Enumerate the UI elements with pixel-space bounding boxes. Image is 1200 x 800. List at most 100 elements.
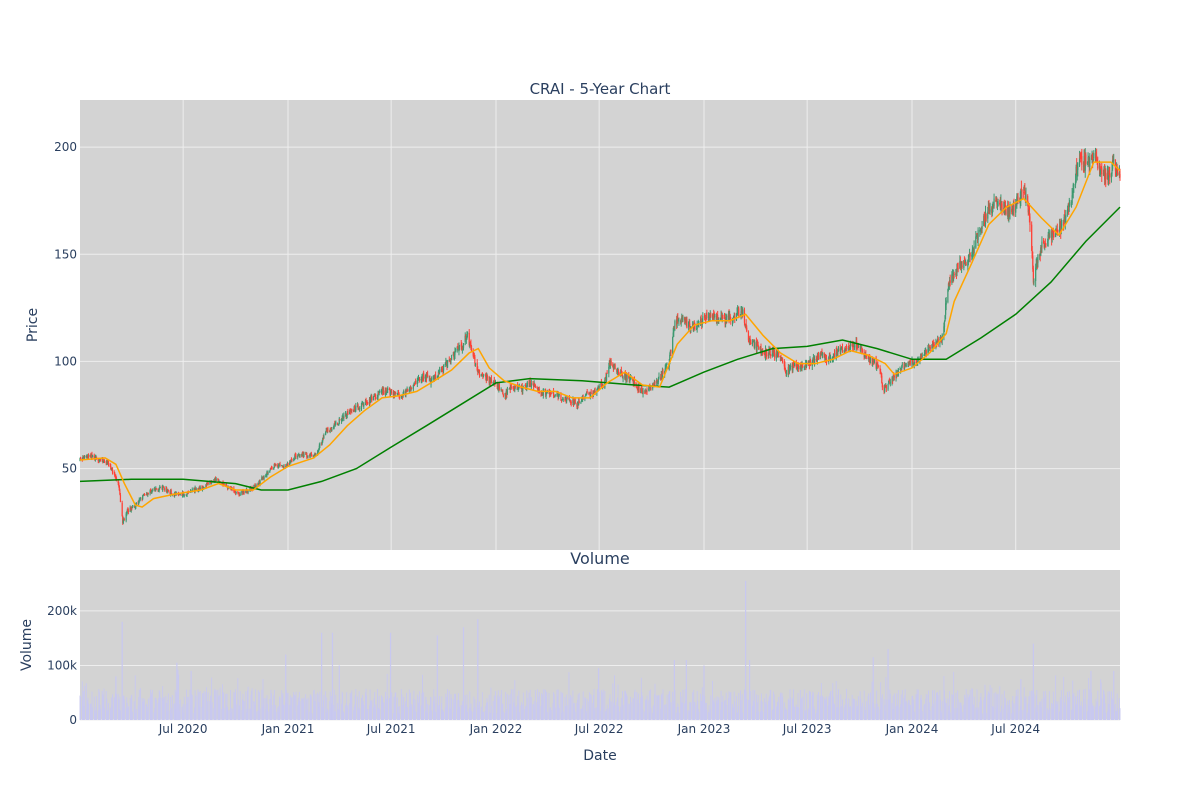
volume-bar [676,707,678,720]
volume-spike-bar [477,619,479,720]
candle-body [943,321,946,328]
volume-bar [549,712,551,720]
volume-bar [868,709,870,720]
volume-bar [263,704,264,720]
volume-bar [700,701,702,720]
volume-bar [202,700,204,720]
candle-body [354,406,356,412]
volume-bar [944,698,946,720]
candle-body [636,386,638,389]
volume-bar [1111,691,1112,720]
volume-spike-bar [685,660,687,720]
candle-body [695,328,698,331]
candle-body [545,393,547,397]
volume-bar [601,706,603,720]
volume-bar [717,700,719,720]
candle-body [586,391,588,393]
volume-bar [498,699,500,720]
candle-body [215,478,217,481]
volume-bar [937,695,939,720]
candle-body [873,358,875,364]
candle-body [983,215,985,226]
candle-body [357,405,359,410]
volume-spike-bar [190,670,192,720]
volume-bar [257,690,259,720]
volume-bar [669,691,671,720]
volume-bar [271,693,272,720]
candle-body [457,346,459,349]
volume-bar [299,701,301,720]
volume-bar [150,692,152,720]
volume-bar [206,687,207,720]
candle-body [909,359,911,365]
candle-body [1016,196,1018,206]
candle-body [1049,231,1051,238]
candle-body [197,488,199,491]
candle-body [307,455,309,458]
volume-bar [333,689,335,720]
volume-bar [804,710,806,720]
volume-bar [253,700,255,720]
candle-body [97,458,99,461]
volume-bar [869,692,871,720]
candle-body [123,519,125,520]
volume-bar [945,703,947,720]
volume-bar [546,712,548,720]
volume-bar [836,707,838,720]
volume-bar [881,694,883,720]
volume-bar [963,694,965,720]
volume-bar [510,689,512,720]
volume-bar [648,690,650,720]
volume-bar [166,703,168,720]
volume-bar [385,698,387,720]
candle-body [987,207,989,211]
volume-bar [85,683,87,720]
volume-bar [1012,711,1014,720]
candle-body [677,317,679,322]
volume-bar [584,697,586,720]
volume-bar [275,704,276,720]
volume-bar [266,695,268,720]
candle-body [195,487,197,489]
volume-bar [297,705,299,720]
volume-bar [616,701,618,720]
volume-bar [923,705,925,720]
volume-bar [730,692,732,720]
volume-bar [445,693,447,720]
candle-body [829,355,831,359]
volume-bar [716,700,717,720]
candle-body [1062,222,1065,225]
volume-bar [1109,691,1111,720]
volume-bar [993,693,995,720]
candle-body [118,482,120,486]
candle-body [508,388,510,390]
volume-bar [1036,690,1038,720]
volume-bar [1095,707,1096,720]
date-x-tick-label: Jan 2021 [261,722,315,736]
candle-body [438,372,440,374]
candle-body [1117,171,1119,175]
volume-bar [550,707,552,720]
candle-body [674,321,676,327]
volume-bar [1084,688,1086,720]
candle-body [1017,196,1019,200]
volume-bar [832,683,834,720]
volume-bar [909,704,911,720]
volume-bar [917,693,919,720]
volume-bar [645,699,647,720]
volume-bar [737,712,739,720]
volume-bar [632,697,634,720]
volume-bar [660,708,662,720]
candle-body [955,271,958,275]
volume-bar [493,695,495,720]
candle-body [270,467,272,469]
volume-bar [620,706,622,720]
volume-bar [1108,703,1110,720]
candle-body [642,390,644,395]
candle-body [542,388,544,396]
volume-bar [493,713,495,720]
candle-body [945,303,947,315]
volume-bar [817,701,819,720]
candle-body [450,356,453,361]
candle-body [434,374,436,380]
